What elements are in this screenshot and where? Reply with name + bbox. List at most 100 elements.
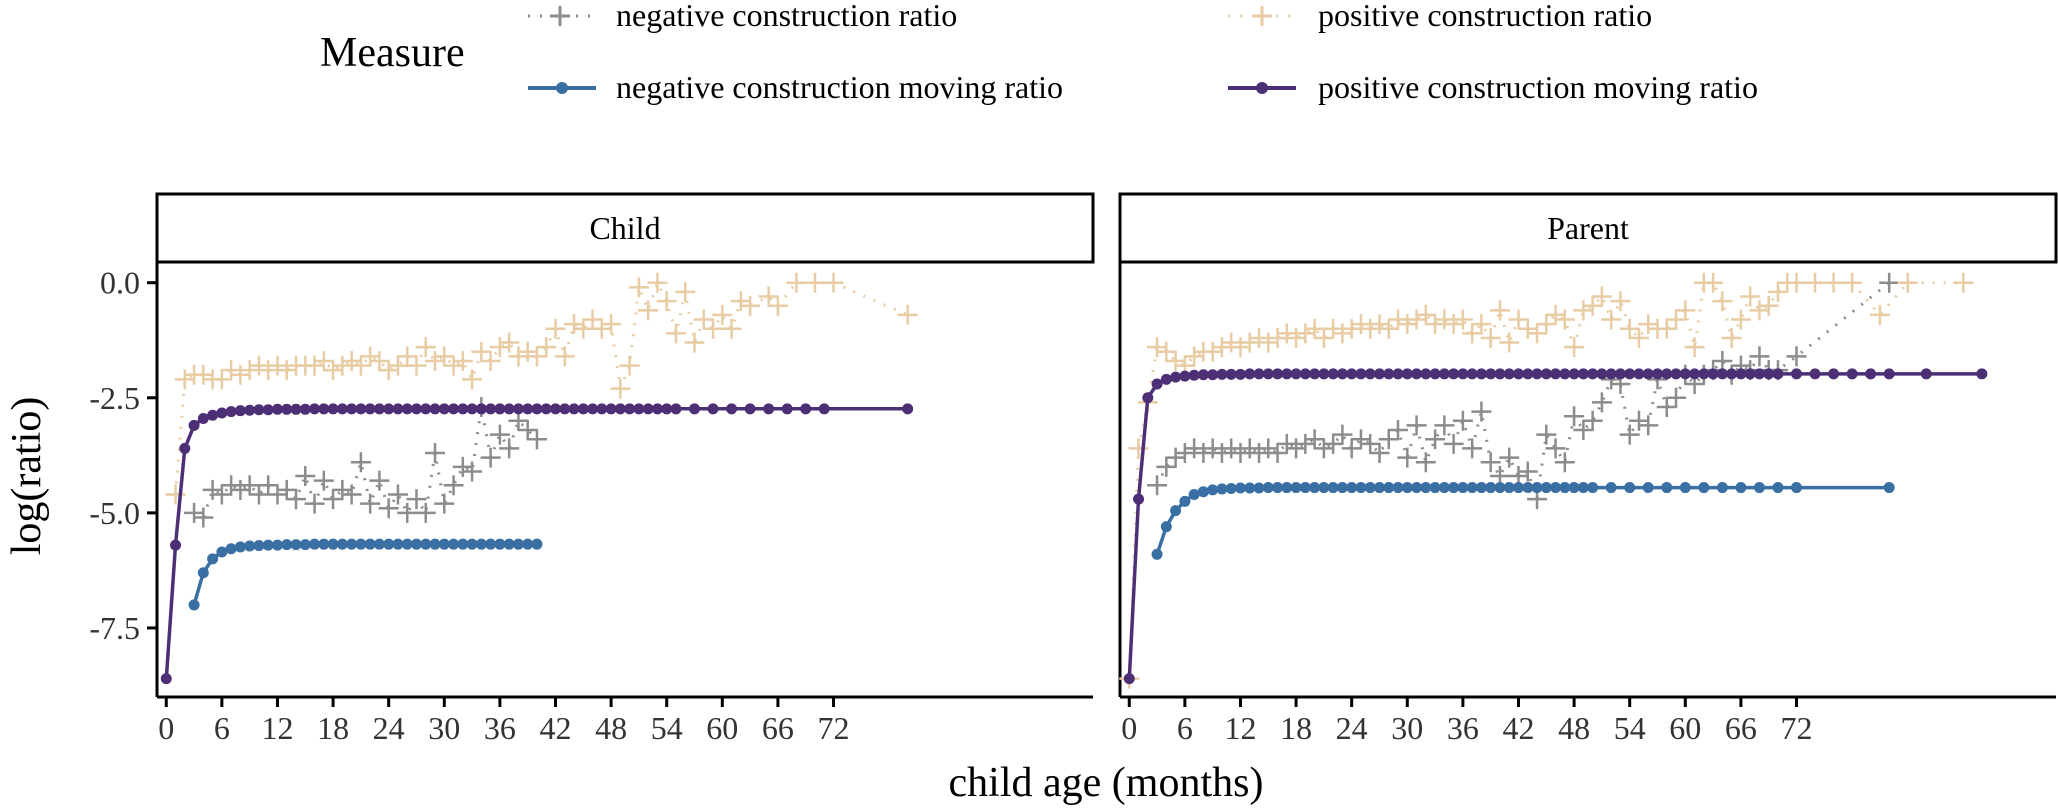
data-point-cross: [499, 438, 520, 459]
data-point: [1485, 482, 1497, 494]
data-point: [1753, 368, 1765, 380]
data-point: [1448, 368, 1460, 380]
x-tick-label: 18: [1280, 710, 1312, 746]
data-point-cross: [248, 484, 269, 505]
data-point-cross: [1434, 415, 1455, 436]
data-point: [170, 539, 182, 551]
data-point-cross: [1749, 300, 1770, 321]
data-point: [318, 403, 330, 415]
data-point-cross: [730, 291, 751, 312]
data-point-cross: [378, 360, 399, 381]
data-point: [642, 403, 654, 415]
data-point-cross: [1258, 332, 1279, 353]
data-point-cross: [286, 489, 307, 510]
data-point-cross: [1489, 300, 1510, 321]
data-point-cross: [471, 341, 492, 362]
data-point-cross: [1517, 461, 1538, 482]
data-point: [1772, 482, 1784, 494]
data-point-cross: [313, 470, 334, 491]
data-point: [1373, 482, 1385, 494]
data-point-cross: [1341, 438, 1362, 459]
data-point-cross: [174, 369, 195, 390]
data-point: [1828, 368, 1840, 380]
data-point-cross: [397, 502, 418, 523]
x-tick-label: 12: [1224, 710, 1256, 746]
data-point-cross: [1564, 406, 1585, 427]
y-tick-label: 0.0: [100, 265, 140, 301]
data-point-cross: [193, 507, 214, 528]
data-point: [1540, 368, 1552, 380]
series-line: [192, 542, 537, 606]
data-point: [577, 403, 589, 415]
data-point-cross: [1156, 341, 1177, 362]
data-point-cross: [462, 461, 483, 482]
data-point: [346, 538, 358, 550]
data-point-cross: [434, 493, 455, 514]
data-point: [531, 538, 543, 550]
data-point-cross: [350, 452, 371, 473]
data-point-cross: [1360, 433, 1381, 454]
data-point: [355, 403, 367, 415]
x-tick-label: 6: [1177, 710, 1193, 746]
data-point: [596, 403, 608, 415]
data-point-cross: [221, 475, 242, 496]
data-point-cross: [647, 272, 668, 293]
x-axis-title: child age (months): [949, 760, 1264, 806]
panel-strip-label: Child: [589, 210, 660, 246]
data-point: [1438, 482, 1450, 494]
data-point-cross: [248, 355, 269, 376]
data-point: [1225, 482, 1237, 494]
data-point: [1512, 368, 1524, 380]
data-point: [1170, 505, 1182, 517]
data-point-cross: [1452, 410, 1473, 431]
data-point-cross: [415, 502, 436, 523]
data-point-cross: [499, 332, 520, 353]
data-point: [1216, 483, 1228, 495]
data-point-cross: [1443, 433, 1464, 454]
data-point: [1420, 368, 1432, 380]
data-point: [1244, 482, 1256, 494]
data-point-cross: [1443, 314, 1464, 335]
data-point-cross: [1721, 327, 1742, 348]
x-tick-label: 30: [428, 710, 460, 746]
data-point-cross: [1536, 424, 1557, 445]
data-point: [1679, 482, 1691, 494]
data-point: [448, 538, 460, 550]
data-point: [1457, 368, 1469, 380]
data-point: [1661, 482, 1673, 494]
data-point-cross: [1276, 433, 1297, 454]
data-point-cross: [1471, 401, 1492, 422]
data-point: [1309, 482, 1321, 494]
data-point: [475, 403, 487, 415]
data-point: [1763, 368, 1775, 380]
data-point-cross: [1156, 456, 1177, 477]
data-point: [1355, 482, 1367, 494]
data-point: [392, 403, 404, 415]
data-point: [1661, 368, 1673, 380]
series-positive-construction-ratio: [165, 272, 918, 505]
data-point-cross: [323, 360, 344, 381]
data-point: [1744, 368, 1756, 380]
data-point-cross: [350, 355, 371, 376]
data-point: [448, 403, 460, 415]
data-point: [438, 538, 450, 550]
data-point-cross: [684, 332, 705, 353]
data-point-cross: [1388, 309, 1409, 330]
x-tick-label: 36: [484, 710, 516, 746]
data-point: [1531, 482, 1543, 494]
data-point: [633, 403, 645, 415]
data-point: [624, 403, 636, 415]
data-point-cross: [1313, 327, 1334, 348]
data-point-cross: [406, 489, 427, 510]
data-point-cross: [1397, 447, 1418, 468]
data-point: [587, 403, 599, 415]
data-point-cross: [1211, 337, 1232, 358]
data-point-cross: [628, 277, 649, 298]
x-tick-label: 66: [1725, 710, 1757, 746]
data-point: [1485, 368, 1497, 380]
data-point-cross: [313, 350, 334, 371]
data-point-cross: [425, 443, 446, 464]
data-point: [559, 403, 571, 415]
data-point-cross: [1517, 318, 1538, 339]
data-point: [1531, 368, 1543, 380]
